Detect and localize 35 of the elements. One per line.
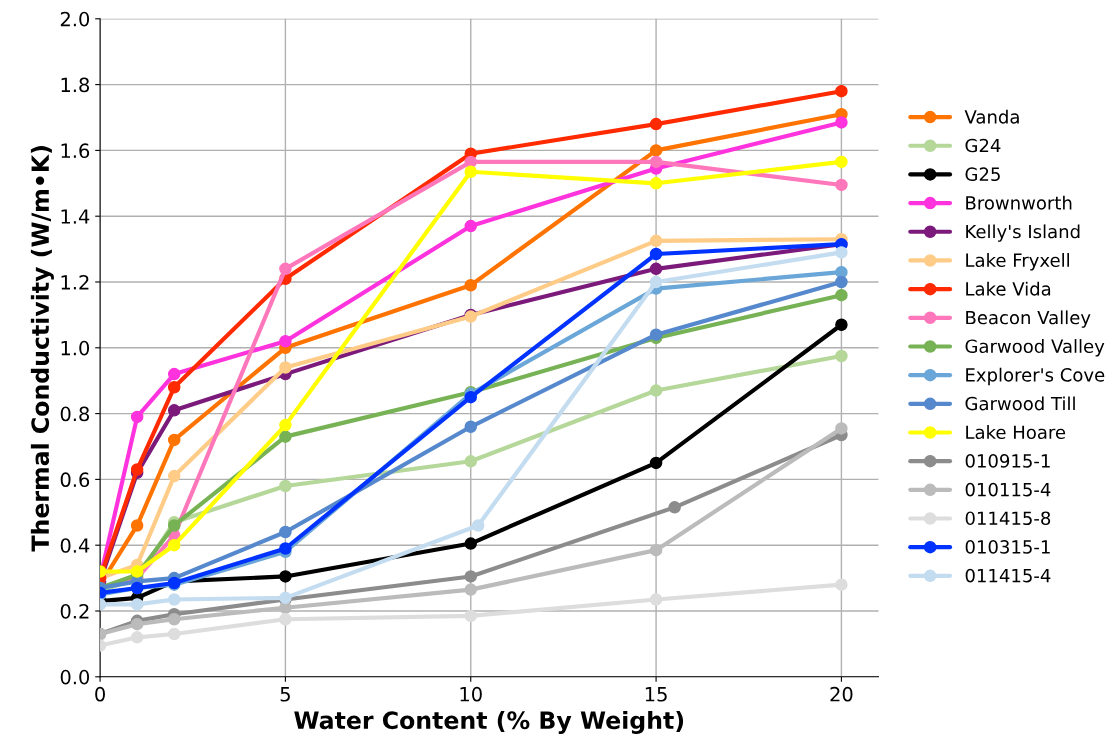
y-tick-label: 1.2 bbox=[61, 274, 89, 290]
legend-label: Kelly's Island bbox=[966, 224, 1080, 242]
legend-label: 011415-4 bbox=[965, 568, 1051, 583]
y-tick-label: 1.0 bbox=[61, 340, 90, 356]
legend-label: Brownworth bbox=[966, 195, 1072, 210]
legend-label: G24 bbox=[965, 138, 1001, 153]
x-axis-title: Water Content (% By Weight) bbox=[294, 710, 684, 734]
y-tick-label: 0.8 bbox=[60, 406, 90, 422]
x-tick-label: 20 bbox=[830, 686, 853, 702]
legend-label: Garwood Till bbox=[965, 396, 1075, 411]
legend-label: Garwood Valley bbox=[965, 339, 1105, 357]
legend-label: 010915-1 bbox=[965, 454, 1050, 468]
legend-label: Beacon Valley bbox=[966, 310, 1091, 328]
legend-label: 010115-4 bbox=[965, 482, 1051, 497]
legend-label: Explorer's Cove bbox=[966, 367, 1105, 386]
y-tick-label: 0.2 bbox=[60, 603, 89, 619]
y-tick-label: 1.6 bbox=[61, 143, 90, 159]
x-tick-label: 15 bbox=[645, 687, 667, 702]
legend-label: 010315-1 bbox=[965, 540, 1050, 554]
x-tick-label: 10 bbox=[460, 686, 482, 702]
y-tick-label: 1.4 bbox=[61, 209, 90, 224]
y-tick-label: 1.8 bbox=[61, 77, 90, 93]
legend-label: Lake Fryxell bbox=[966, 253, 1069, 271]
legend-label: Vanda bbox=[964, 109, 1019, 124]
y-tick-label: 0.4 bbox=[60, 538, 90, 553]
legend-label: Lake Vida bbox=[966, 281, 1051, 296]
legend-label: Lake Hoare bbox=[966, 425, 1066, 440]
legend-label: G25 bbox=[965, 167, 1000, 182]
x-tick-label: 0 bbox=[95, 686, 105, 702]
legend-label: 011415-8 bbox=[965, 511, 1051, 526]
y-tick-label: 0.6 bbox=[60, 472, 90, 488]
y-tick-label: 2.0 bbox=[60, 11, 90, 27]
x-tick-label: 5 bbox=[280, 687, 290, 702]
y-tick-label: 0.0 bbox=[60, 669, 90, 685]
y-axis-title: Thermal Conductivity (W/m•K) bbox=[30, 146, 54, 552]
